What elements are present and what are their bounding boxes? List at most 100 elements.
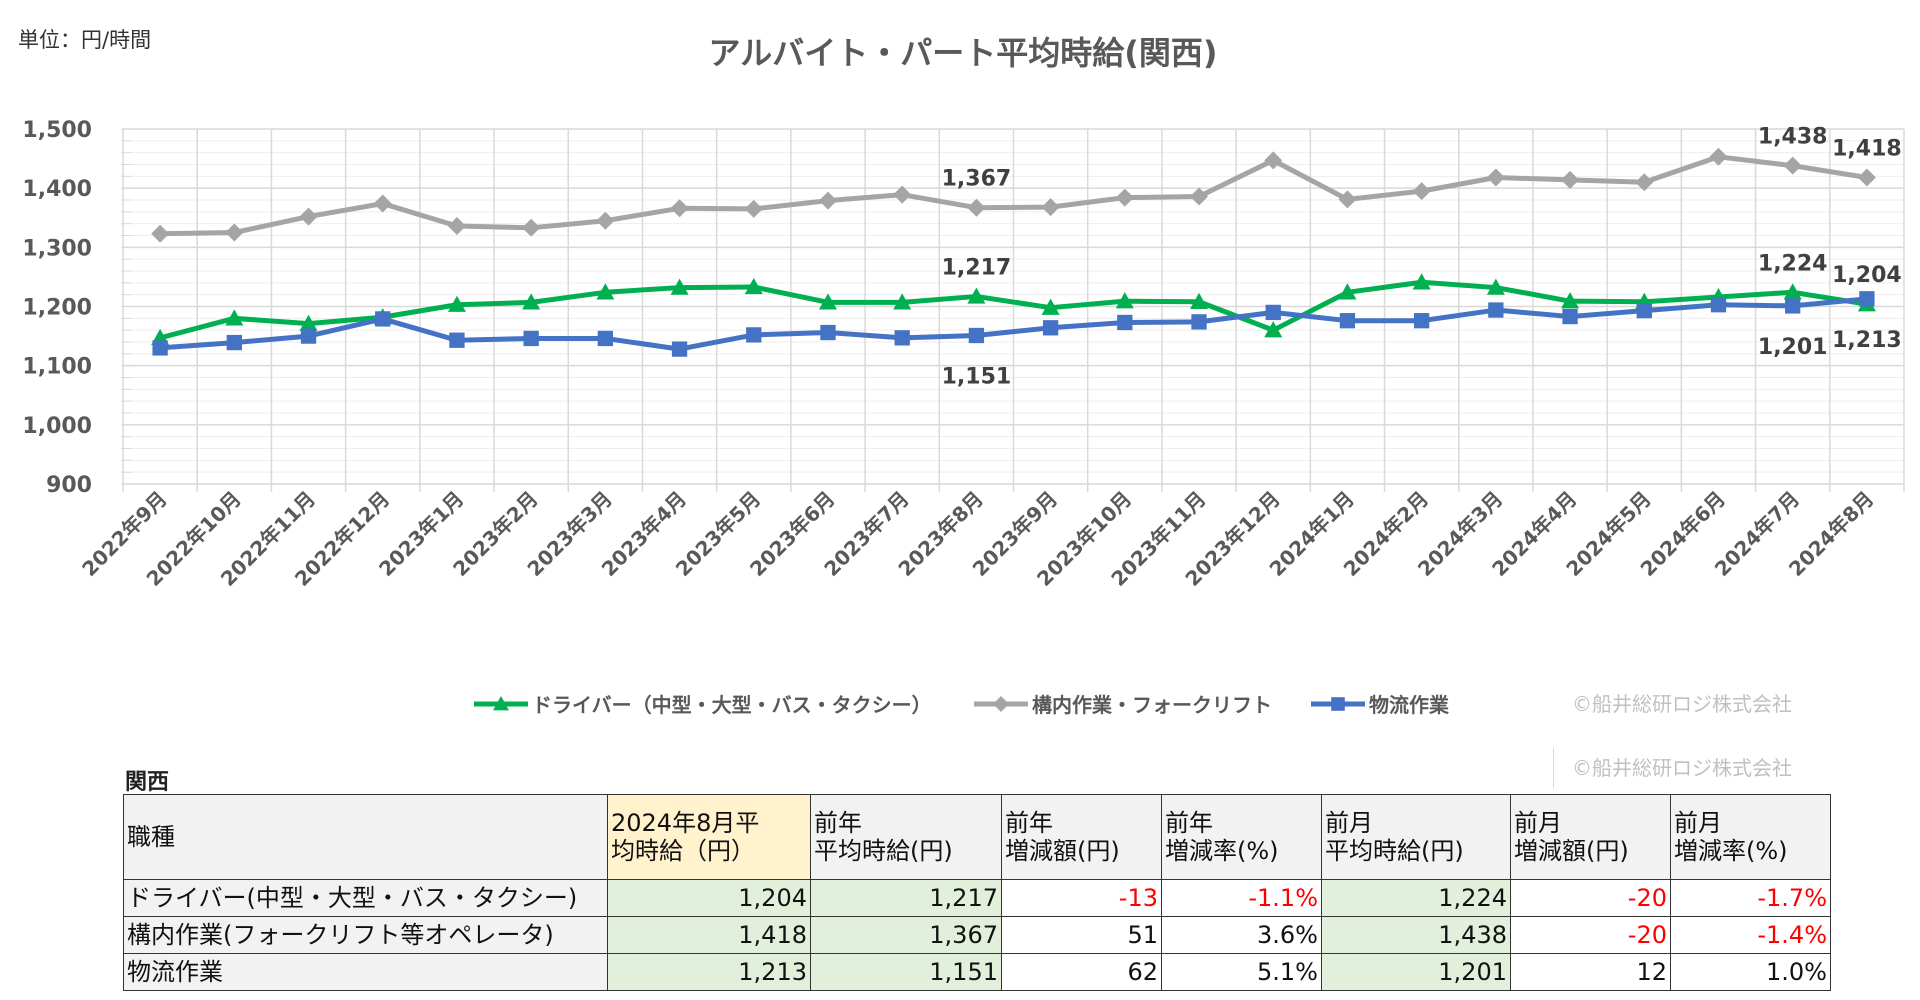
diamond-marker	[818, 191, 837, 210]
triangle-marker	[225, 309, 244, 326]
triangle-marker	[522, 293, 541, 310]
square-marker	[1785, 298, 1801, 314]
value-cell: 62	[1001, 953, 1162, 991]
value-cell: 1,151	[810, 953, 1002, 991]
value-cell: 1,201	[1321, 953, 1511, 991]
diamond-marker	[373, 194, 392, 213]
square-marker	[968, 327, 985, 344]
wage-table: 職種 2024年8月平 均時給（円） 前年 平均時給(円) 前年 増減額(円) 前年 増…	[123, 794, 1831, 991]
diamond-marker	[1190, 187, 1209, 206]
legend-item: 構内作業・フォークリフト	[974, 693, 1272, 717]
legend-label: 構内作業・フォークリフト	[1032, 693, 1272, 717]
diamond-marker	[1857, 168, 1876, 187]
diamond-marker	[522, 218, 541, 237]
data-label: 1,224	[1758, 251, 1828, 276]
table-row: 物流作業 1,213 1,151 62 5.1% 1,201 12 1.0%	[123, 953, 1831, 991]
y-tick-label: 900	[46, 473, 92, 498]
diamond-marker	[1635, 173, 1654, 192]
column-header: 前年 増減率(%)	[1161, 794, 1322, 880]
triangle-marker	[447, 295, 466, 312]
y-tick-label: 1,000	[22, 414, 92, 439]
value-cell: 1,367	[810, 916, 1002, 954]
diamond-marker	[299, 207, 318, 226]
square-marker	[820, 324, 836, 341]
series-lines	[151, 147, 1876, 357]
triangle-marker	[670, 278, 689, 295]
square-marker	[1562, 308, 1578, 325]
value-cell: 1,213	[607, 953, 811, 991]
square-marker	[1636, 302, 1652, 319]
diamond-marker	[225, 223, 244, 242]
diamond-marker	[151, 224, 170, 243]
square-marker	[1859, 291, 1875, 307]
square-marker	[1117, 314, 1133, 331]
job-type-cell: 構内作業(フォークリフト等オペレータ)	[123, 916, 608, 954]
triangle-marker	[596, 283, 615, 300]
diamond-marker	[1041, 198, 1060, 217]
diamond-marker	[1264, 151, 1283, 170]
job-type-cell: 物流作業	[123, 953, 608, 991]
column-header: 前年 平均時給(円)	[810, 794, 1002, 880]
column-header: 前月 増減額(円)	[1510, 794, 1671, 880]
value-cell: 1,438	[1321, 916, 1511, 954]
square-marker	[894, 330, 910, 346]
legend-item: ドライバー（中型・大型・バス・タクシー）	[474, 693, 932, 717]
copyright-text: ©船井総研ロジ株式会社	[1572, 692, 1792, 716]
value-cell: -1.1%	[1161, 879, 1322, 917]
diamond-marker	[670, 199, 689, 218]
square-marker	[226, 334, 242, 351]
square-marker	[1488, 302, 1504, 318]
line-chart: アルバイト・パート平均時給(関西) 900 1,000 1,100 1,200 1,30…	[22, 34, 1905, 717]
column-header: 前月 平均時給(円)	[1321, 794, 1511, 880]
y-tick-label: 1,500	[22, 118, 92, 143]
value-cell: -20	[1510, 916, 1671, 954]
triangle-marker	[1264, 321, 1283, 338]
column-header: 2024年8月平 均時給（円）	[607, 794, 811, 880]
value-cell: 1,418	[607, 916, 811, 954]
series-line	[160, 154, 1868, 237]
table-region-title: 関西	[125, 770, 170, 795]
diamond-marker	[1412, 182, 1431, 201]
diamond-marker	[1709, 147, 1728, 166]
legend-item: 物流作業	[1311, 693, 1450, 717]
y-tick-label: 1,100	[22, 355, 92, 380]
diamond-marker	[1115, 188, 1134, 207]
triangle-marker	[1190, 292, 1209, 309]
square-marker	[375, 311, 391, 327]
square-marker	[523, 330, 539, 347]
series-line	[159, 296, 1868, 352]
square-marker	[449, 332, 465, 348]
triangle-marker	[1783, 283, 1802, 300]
triangle-marker	[1561, 292, 1580, 309]
value-cell: -1.4%	[1670, 916, 1831, 954]
square-marker	[1042, 320, 1059, 336]
copyright-box: ©船井総研ロジ株式会社	[1553, 748, 1843, 788]
series-diamond	[151, 147, 1876, 243]
value-cell: 1,224	[1321, 879, 1511, 917]
triangle-marker	[1338, 283, 1357, 300]
value-cell: -1.7%	[1670, 879, 1831, 917]
triangle-marker	[893, 293, 912, 310]
value-cell: 5.1%	[1161, 953, 1322, 991]
column-header: 前年 増減額(円)	[1001, 794, 1162, 880]
value-cell: -13	[1001, 879, 1162, 917]
data-label: 1,201	[1758, 335, 1828, 360]
data-label: 1,151	[942, 364, 1012, 389]
triangle-marker	[818, 293, 837, 310]
diamond-marker	[893, 185, 912, 204]
y-tick-label: 1,300	[22, 236, 92, 261]
x-axis: 2022年9月2022年10月2022年11月2022年12月2023年1月20…	[77, 487, 1878, 591]
triangle-marker	[1486, 278, 1505, 295]
gridlines	[121, 128, 1905, 492]
square-marker	[1191, 314, 1207, 330]
square-marker	[1413, 313, 1430, 329]
data-label: 1,204	[1832, 263, 1902, 288]
chart-title: アルバイト・パート平均時給(関西)	[709, 34, 1218, 72]
diamond-marker	[967, 198, 986, 217]
data-label: 1,213	[1832, 328, 1902, 353]
legend-label: 物流作業	[1369, 693, 1450, 717]
table-row: ドライバー(中型・大型・バス・タクシー) 1,204 1,217 -13 -1.1% 1,…	[123, 879, 1831, 917]
square-marker	[1265, 304, 1281, 321]
y-tick-label: 1,200	[22, 296, 92, 321]
square-marker	[152, 340, 168, 356]
